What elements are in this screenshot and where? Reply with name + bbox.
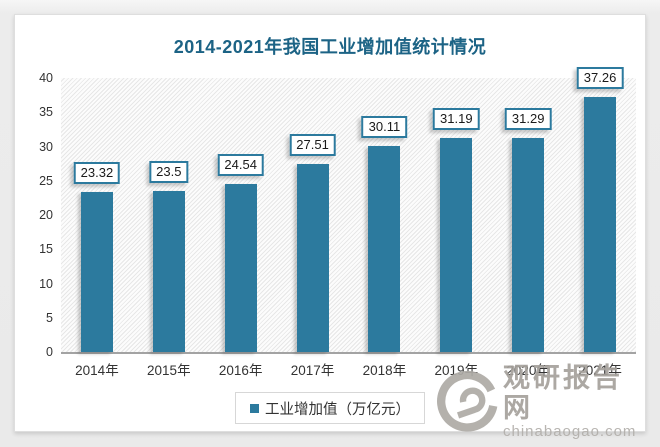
y-axis-tick: 30 bbox=[39, 139, 53, 154]
x-axis-label: 2017年 bbox=[290, 363, 335, 378]
y-axis-tick: 10 bbox=[39, 276, 53, 291]
bar bbox=[584, 96, 617, 352]
y-axis-tick: 35 bbox=[39, 105, 53, 120]
watermark-logo-icon bbox=[437, 370, 498, 432]
y-axis-tick: 20 bbox=[39, 208, 53, 222]
bar bbox=[224, 183, 257, 352]
x-axis-label: 2020年 bbox=[506, 363, 550, 378]
bar bbox=[512, 137, 545, 352]
watermark-name: 观研报告网 bbox=[503, 363, 623, 423]
bar bbox=[368, 145, 401, 352]
bar-value-label: 31.29 bbox=[504, 107, 552, 130]
chart-card: 2014-2021年我国工业增加值统计情况 0 5 10 15 20 25 30 35 40 2… bbox=[14, 14, 646, 440]
bar-value-label: 24.54 bbox=[217, 153, 264, 176]
x-axis-label: 2018年 bbox=[362, 363, 407, 378]
bar bbox=[80, 192, 113, 352]
bar-value-label: 31.19 bbox=[433, 108, 480, 131]
y-axis-tick: 40 bbox=[39, 71, 53, 85]
bar-value-label: 23.32 bbox=[73, 162, 121, 185]
legend-label: 工业增加值（万亿元） bbox=[265, 401, 410, 418]
y-axis-tick: 15 bbox=[39, 242, 53, 257]
bar-value-label: 27.51 bbox=[289, 133, 336, 156]
bar bbox=[296, 163, 329, 352]
y-axis-tick: 5 bbox=[46, 310, 53, 325]
bar-value-label: 23.5 bbox=[149, 161, 189, 184]
x-axis-label: 2014年 bbox=[75, 363, 119, 378]
y-axis-tick: 0 bbox=[46, 345, 53, 359]
bar-value-label: 37.26 bbox=[576, 66, 624, 89]
y-axis-tick: 25 bbox=[39, 173, 53, 188]
chart-title: 2014-2021年我国工业增加值统计情况 bbox=[173, 37, 487, 57]
bar bbox=[152, 191, 185, 352]
watermark-text: 观研报告网 chinabaogao.com bbox=[503, 363, 645, 441]
x-axis-label: 2016年 bbox=[218, 363, 263, 378]
x-axis-label: 2015年 bbox=[147, 363, 191, 378]
x-axis-label: 2021年 bbox=[578, 363, 622, 378]
legend-marker-icon bbox=[250, 403, 259, 413]
watermark: 观研报告网 chinabaogao.com bbox=[435, 363, 645, 441]
watermark-url: chinabaogao.com bbox=[503, 423, 637, 440]
bar-value-label: 30.11 bbox=[361, 115, 408, 138]
bar bbox=[440, 138, 473, 352]
legend: 工业增加值（万亿元） bbox=[235, 392, 425, 424]
